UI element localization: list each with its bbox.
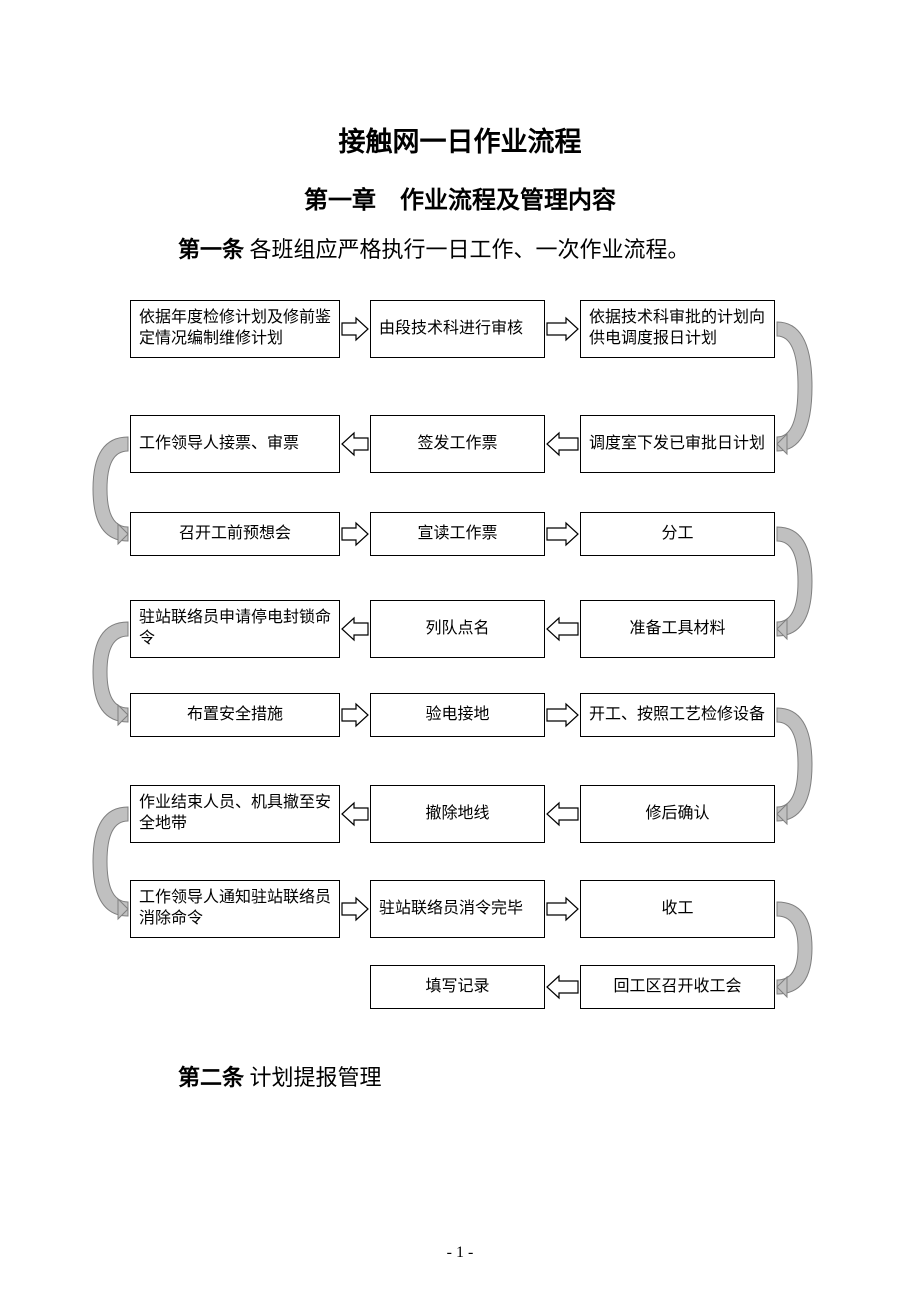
flow-node-n18: 修后确认 <box>580 785 775 843</box>
article-2-label: 第二条 <box>178 1065 244 1090</box>
flow-node-n1: 依据年度检修计划及修前鉴定情况编制维修计划 <box>130 300 340 358</box>
flow-node-n12: 准备工具材料 <box>580 600 775 658</box>
article-2: 第二条 计划提报管理 <box>178 1060 382 1092</box>
flow-node-n16: 作业结束人员、机具撤至安全地带 <box>130 785 340 843</box>
flow-node-n2: 由段技术科进行审核 <box>370 300 545 358</box>
flow-node-n17: 撤除地线 <box>370 785 545 843</box>
flow-node-n19: 工作领导人通知驻站联络员消除命令 <box>130 880 340 938</box>
document-title: 接触网一日作业流程 <box>0 120 920 159</box>
flow-node-n3: 依据技术科审批的计划向供电调度报日计划 <box>580 300 775 358</box>
flow-node-n21: 收工 <box>580 880 775 938</box>
flow-node-n13: 布置安全措施 <box>130 693 340 737</box>
flow-node-n11: 列队点名 <box>370 600 545 658</box>
flow-node-n23: 回工区召开收工会 <box>580 965 775 1009</box>
article-1-text: 各班组应严格执行一日工作、一次作业流程。 <box>244 237 690 262</box>
flow-node-n7: 召开工前预想会 <box>130 512 340 556</box>
flow-node-n4: 工作领导人接票、审票 <box>130 415 340 473</box>
flow-node-n5: 签发工作票 <box>370 415 545 473</box>
article-1: 第一条 各班组应严格执行一日工作、一次作业流程。 <box>178 232 690 264</box>
page-root: 接触网一日作业流程 第一章 作业流程及管理内容 第一条 各班组应严格执行一日工作… <box>0 0 920 1302</box>
flow-node-n20: 驻站联络员消令完毕 <box>370 880 545 938</box>
flow-node-n22: 填写记录 <box>370 965 545 1009</box>
flow-node-n15: 开工、按照工艺检修设备 <box>580 693 775 737</box>
page-number: - 1 - <box>0 1244 920 1262</box>
flow-node-n6: 调度室下发已审批日计划 <box>580 415 775 473</box>
flow-node-n10: 驻站联络员申请停电封锁命令 <box>130 600 340 658</box>
flow-node-n14: 验电接地 <box>370 693 545 737</box>
chapter-heading: 第一章 作业流程及管理内容 <box>0 180 920 215</box>
article-1-label: 第一条 <box>178 237 244 262</box>
flow-node-n9: 分工 <box>580 512 775 556</box>
flow-node-n8: 宣读工作票 <box>370 512 545 556</box>
article-2-text: 计划提报管理 <box>244 1065 382 1090</box>
